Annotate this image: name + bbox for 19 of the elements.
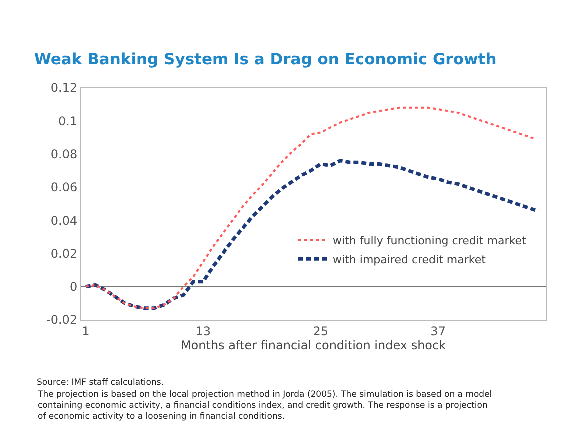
y-tick-label: 0.04 xyxy=(50,214,78,228)
line-series xyxy=(84,159,538,310)
y-tick-label: 0.12 xyxy=(50,81,78,96)
y-tick-label: 0.02 xyxy=(50,246,78,261)
legend-label: with fully functioning credit market xyxy=(333,234,527,248)
y-tick-label: 0.06 xyxy=(50,180,78,195)
x-tick-label: 37 xyxy=(430,324,446,338)
y-tick-label: -0.02 xyxy=(46,313,78,328)
x-tick-label: 13 xyxy=(196,324,212,338)
text: The projection is based on the local projection method in Jorda (2005). The simulation is based on a model containing economic activity, a financial conditions index, and credit growth. The response is a projection of economic activity to a loosening in financial conditions. xyxy=(37,390,492,422)
x-tick-label: 25 xyxy=(313,324,328,338)
source-note: Source: IMF staff calculations. xyxy=(37,378,164,388)
y-tick-label: 0.08 xyxy=(50,147,78,162)
legend-label: with impaired credit market xyxy=(333,253,487,266)
y-tick-label: 0.1 xyxy=(58,114,78,128)
chart-title: Weak Banking System Is a Drag on Economic Growth xyxy=(34,50,497,68)
y-tick-label: 0 xyxy=(70,280,78,294)
x-axis-title: Months after financial condition index shock xyxy=(180,338,446,352)
x-tick-label: 1 xyxy=(82,324,90,338)
